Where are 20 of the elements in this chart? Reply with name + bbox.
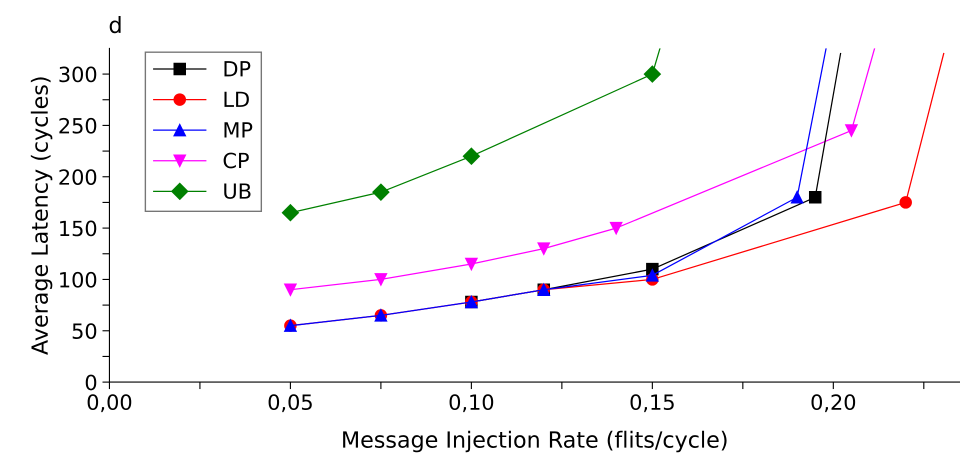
- y-tick-label: 300: [59, 66, 96, 82]
- y-tick-label: 50: [72, 323, 96, 339]
- x-tick-label: 0,10: [450, 394, 494, 412]
- legend-label: DP: [224, 61, 250, 76]
- y-tick-label: 100: [60, 272, 96, 288]
- legend-label: CP: [224, 152, 249, 168]
- x-tick-label: 0,20: [812, 394, 856, 412]
- y-axis-title: Average Latency (cycles): [30, 77, 52, 355]
- x-axis-title: Message Injection Rate (flits/cycle): [343, 430, 727, 452]
- legend-label: UB: [224, 183, 251, 199]
- y-tick-label: 200: [59, 169, 96, 185]
- y-tick-label: 0: [86, 374, 96, 390]
- x-tick-label: 0,05: [268, 394, 312, 412]
- legend-label: LD: [224, 92, 249, 107]
- legend-label: MP: [224, 122, 252, 138]
- chart-title: d: [110, 16, 121, 34]
- x-tick-label: 0,15: [630, 394, 674, 412]
- x-tick-label: 0,00: [88, 394, 132, 412]
- y-tick-label: 150: [60, 220, 96, 236]
- y-tick-label: 250: [59, 118, 96, 134]
